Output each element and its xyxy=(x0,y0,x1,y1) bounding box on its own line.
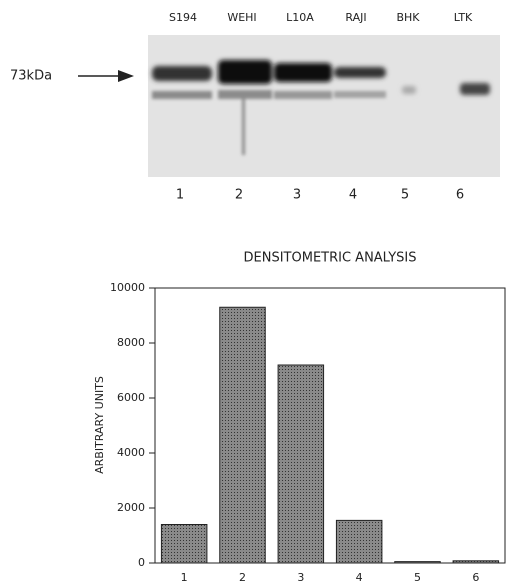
bar xyxy=(278,365,324,563)
lane-label: S194 xyxy=(169,11,197,24)
bar xyxy=(220,307,266,563)
plot-frame xyxy=(155,288,505,563)
bar xyxy=(336,520,382,563)
x-tick-label: 4 xyxy=(356,571,363,584)
blot-image xyxy=(148,35,500,177)
x-tick-label: 3 xyxy=(297,571,304,584)
bar xyxy=(395,562,441,563)
lane-number: 5 xyxy=(401,188,409,203)
x-tick-label: 6 xyxy=(472,571,479,584)
y-tick-label: 10000 xyxy=(110,281,145,294)
y-tick-label: 0 xyxy=(138,556,145,569)
marker-label: 73kDa xyxy=(10,69,52,84)
bar xyxy=(161,525,207,564)
y-tick-label: 2000 xyxy=(117,501,145,514)
lane-label: WEHI xyxy=(227,11,256,24)
marker-arrow xyxy=(78,70,134,82)
y-tick-label: 4000 xyxy=(117,446,145,459)
lane-label: RAJI xyxy=(345,11,366,24)
lane-number: 2 xyxy=(235,188,243,203)
figure: 73kDa DENSITOMETRIC ANALYSIS ARBITRARY U… xyxy=(0,0,525,587)
lane-number: 3 xyxy=(293,188,301,203)
y-axis-label: ARBITRARY UNITS xyxy=(93,376,106,474)
bar xyxy=(453,561,499,563)
y-tick-label: 6000 xyxy=(117,391,145,404)
x-tick-label: 2 xyxy=(239,571,246,584)
lane-number: 6 xyxy=(456,188,464,203)
x-tick-label: 1 xyxy=(181,571,188,584)
lane-number: 1 xyxy=(176,188,184,203)
lane-label: BHK xyxy=(396,11,420,24)
y-tick-label: 8000 xyxy=(117,336,145,349)
lane-number: 4 xyxy=(349,188,357,203)
lane-label: L10A xyxy=(286,11,314,24)
chart-title: DENSITOMETRIC ANALYSIS xyxy=(244,251,417,266)
x-tick-label: 5 xyxy=(414,571,421,584)
lane-label: LTK xyxy=(454,11,473,24)
